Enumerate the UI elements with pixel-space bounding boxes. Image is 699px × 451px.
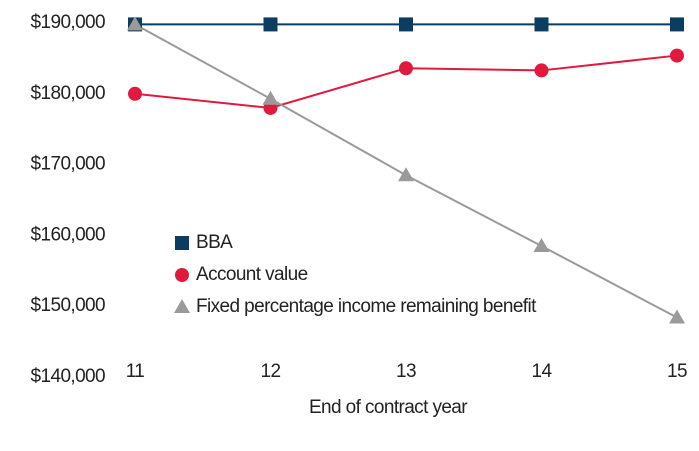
marker	[175, 268, 189, 282]
marker	[174, 299, 190, 313]
marker	[669, 309, 685, 324]
legend-label: Account value	[196, 264, 308, 285]
y-tick-label: $140,000	[31, 366, 105, 387]
marker	[262, 90, 279, 105]
marker	[399, 61, 413, 76]
x-tick-label: 13	[396, 361, 416, 382]
marker	[263, 17, 278, 32]
y-tick-label: $180,000	[31, 83, 105, 104]
y-tick-label: $170,000	[31, 154, 105, 175]
x-tick-label: 11	[126, 361, 145, 382]
marker	[534, 63, 549, 78]
marker	[534, 17, 549, 32]
marker	[128, 86, 142, 101]
marker	[175, 236, 189, 250]
x-axis-title: End of contract year	[309, 397, 468, 418]
x-tick-label: 12	[261, 361, 281, 382]
marker	[670, 48, 684, 63]
marker	[127, 16, 143, 31]
x-tick-label: 15	[667, 361, 687, 382]
marker	[399, 17, 413, 32]
y-tick-label: $190,000	[31, 12, 105, 33]
marker	[533, 238, 550, 253]
legend-label: BBA	[196, 232, 233, 253]
marker	[670, 17, 684, 32]
y-tick-label: $150,000	[31, 295, 105, 316]
legend-label: Fixed percentage income remaining benefi…	[196, 296, 537, 317]
x-tick-label: 14	[532, 361, 553, 382]
marker	[398, 167, 414, 182]
y-tick-label: $160,000	[31, 224, 105, 245]
